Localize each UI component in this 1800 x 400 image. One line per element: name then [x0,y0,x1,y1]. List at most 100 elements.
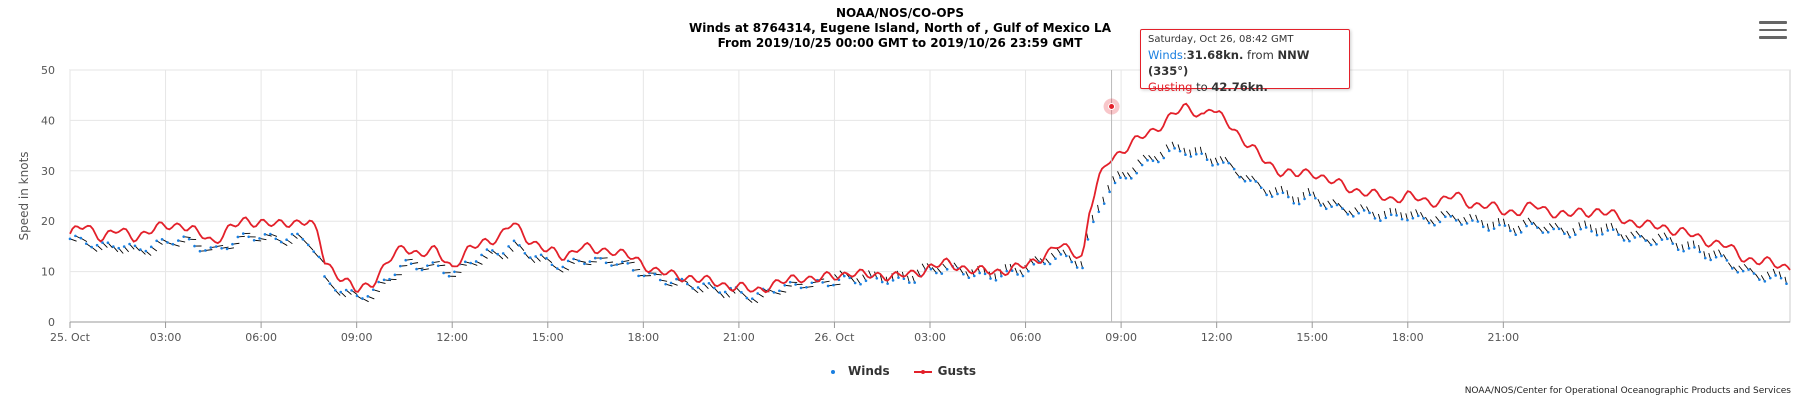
legend-item-gusts[interactable]: Gusts [913,364,976,378]
wind-point [599,257,602,260]
wind-point [615,263,619,266]
wind-point [1184,153,1187,156]
wind-point [388,277,391,281]
wind-point [1427,221,1431,225]
wind-point [507,245,510,248]
wind-point [778,289,781,293]
wind-point [913,281,917,284]
wind-point [1330,205,1333,208]
x-tick-label: 15:00 [532,331,564,344]
tooltip-winds-label: Winds [1148,48,1183,62]
wind-point [1465,222,1469,225]
wind-point [864,279,868,283]
wind-point [1140,163,1144,167]
wind-point [626,262,630,265]
wind-point [1081,266,1084,270]
wind-point [214,245,218,248]
wind-point [1211,164,1214,167]
x-tick-label: 06:00 [1010,331,1042,344]
wind-point [1070,260,1074,264]
wind-point [1146,159,1149,162]
wind-point [1065,254,1068,258]
wind-point [139,248,142,251]
wind-point [133,244,137,248]
wind-point [1498,223,1501,227]
wind-point [1016,273,1019,276]
wind-point [1173,147,1176,150]
wind-point [1433,223,1436,227]
wind-point [621,260,624,264]
wind-point [344,288,348,292]
wind-point [1281,191,1285,195]
y-tick-label: 0 [48,316,55,329]
wind-point [1092,220,1095,224]
wind-point [1124,176,1128,180]
wind-point [1352,215,1355,218]
wind-point [74,234,77,238]
wind-point [263,233,267,236]
winds-dot-icon [824,366,842,376]
wind-point [355,294,359,298]
wind-point [962,272,965,276]
wind-point [95,243,99,247]
wind-point [637,274,640,278]
wind-point [1487,229,1490,232]
wind-point [436,264,440,268]
wind-point [1752,272,1756,275]
wind-point [572,257,575,261]
wind-point [442,271,445,275]
wind-point [1611,228,1615,231]
wind-point [1519,231,1523,234]
wind-point [577,259,581,263]
wind-point [122,245,126,248]
wind-point [1086,238,1090,241]
wind-point [897,276,900,279]
wind-point [1303,197,1306,201]
wind-point [1454,219,1458,222]
wind-point [317,255,321,259]
wind-point [631,269,635,272]
wind-point [1254,180,1258,183]
wind-point [1411,216,1415,220]
wind-point [68,237,72,241]
wind-point [1768,276,1772,280]
legend-item-winds[interactable]: Winds [824,364,890,378]
tooltip-winds-row: Winds:31.68kn. from NNW (335°) [1148,48,1310,78]
wind-point [1741,269,1745,273]
x-tick-label: 09:00 [341,331,373,344]
wind-point [1714,255,1718,259]
x-tick-label: 18:00 [627,331,659,344]
wind-point [528,256,532,259]
wind-point [1368,211,1371,215]
wind-point [723,290,727,294]
wind-point [588,260,592,263]
wind-point [377,280,380,284]
hamburger-menu-icon[interactable] [1759,16,1787,44]
wind-point [1102,202,1106,205]
x-tick-label: 03:00 [150,331,182,344]
wind-point [269,232,272,236]
wind-point [642,274,646,278]
wind-point [718,291,722,294]
x-tick-label: 21:00 [1487,331,1519,344]
wind-point [1010,269,1014,273]
x-tick-label: 21:00 [723,331,755,344]
wind-point [1536,226,1539,229]
series-layer[interactable] [69,102,1791,294]
wind-point [339,290,343,294]
wind-point [886,282,889,285]
wind-point [1601,232,1604,236]
axis-layer: 0 10 20 30 40 50 25. Oct 03:00 06:00 09:00 12:00 15… [17,64,1790,344]
wind-point [713,286,716,290]
wind-point [740,291,743,294]
tooltip-from-word: from [1247,48,1274,62]
wind-point [420,268,424,272]
wind-point [664,282,667,286]
x-tick-label: 03:00 [914,331,946,344]
y-tick-label: 40 [41,114,55,127]
y-tick-label: 30 [41,165,55,178]
wind-point [1758,278,1761,281]
wind-point [756,292,759,295]
wind-point [1628,239,1631,243]
